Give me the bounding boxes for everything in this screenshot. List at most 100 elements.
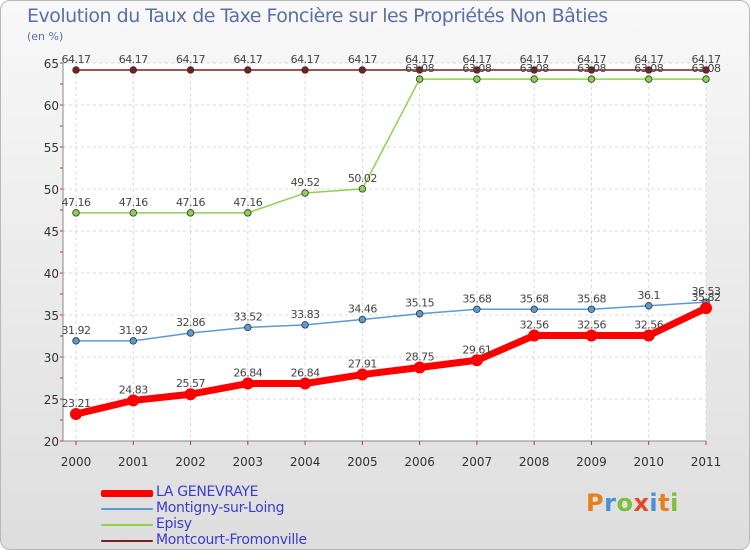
data-point <box>70 408 82 421</box>
data-point <box>413 361 426 374</box>
x-tick-label: 2009 <box>576 455 607 469</box>
data-point <box>530 75 538 83</box>
data-label: 32.56 <box>577 318 606 331</box>
legend-label: Montigny-sur-Loing <box>156 500 285 516</box>
data-label: 31.92 <box>62 324 91 337</box>
data-label: 64.17 <box>62 53 91 66</box>
logo-letter: i <box>649 489 659 517</box>
logo-letter: r <box>604 489 617 517</box>
plot-area <box>63 63 706 441</box>
data-label: 31.92 <box>119 324 148 337</box>
data-point <box>186 66 195 74</box>
data-label: 35.15 <box>405 297 434 310</box>
data-point <box>129 209 137 217</box>
y-tick-label: 25 <box>44 393 59 407</box>
data-label: 64.17 <box>348 53 377 66</box>
data-label: 63.08 <box>634 62 663 75</box>
x-tick-label: 2008 <box>519 455 550 469</box>
data-point <box>244 66 252 74</box>
x-tick-label: 2011 <box>691 455 722 469</box>
logo-letter: o <box>616 489 634 517</box>
data-label: 35.68 <box>462 292 491 305</box>
data-point <box>127 394 140 407</box>
data-point <box>244 209 252 217</box>
legend-item: Episy <box>101 516 431 533</box>
data-label: 63.08 <box>577 62 606 75</box>
data-label: 23.21 <box>62 397 91 410</box>
data-point <box>642 329 655 342</box>
legend-label: Montcourt-Fromonville <box>156 532 307 548</box>
x-tick-label: 2002 <box>175 455 206 469</box>
x-tick-label: 2004 <box>290 455 321 469</box>
data-point <box>645 66 653 74</box>
series-line <box>72 304 710 418</box>
data-point <box>186 209 195 217</box>
data-label: 27.91 <box>348 358 377 371</box>
data-label: 28.75 <box>405 351 434 364</box>
data-point <box>702 75 710 83</box>
data-point <box>415 75 424 83</box>
legend-swatch <box>101 489 153 497</box>
data-label: 25.57 <box>176 377 205 390</box>
data-label: 32.56 <box>634 318 663 331</box>
data-label: 64.17 <box>577 53 606 66</box>
y-tick-label: 60 <box>44 99 59 113</box>
logo-letter: t <box>658 489 671 517</box>
data-label: 36.1 <box>637 289 660 302</box>
x-tick-label: 2000 <box>61 455 92 469</box>
data-point <box>473 305 481 313</box>
legend: LA GENEVRAYE Montigny-sur-Loing Episy Montc… <box>101 484 431 549</box>
proxiti-logo: Proxiti <box>586 489 679 517</box>
data-label: 64.17 <box>634 53 663 66</box>
data-label: 63.08 <box>405 62 434 75</box>
data-label: 64.17 <box>520 53 549 66</box>
data-label: 63.08 <box>520 62 549 75</box>
data-label: 35.68 <box>520 292 549 305</box>
data-label: 64.17 <box>176 53 205 66</box>
unit-label: (en %) <box>27 30 64 43</box>
data-point <box>301 321 309 329</box>
y-tick-label: 35 <box>44 309 59 323</box>
data-point <box>470 354 483 367</box>
data-point <box>129 66 137 74</box>
data-label: 34.46 <box>348 303 377 316</box>
data-point <box>358 185 367 193</box>
data-point <box>700 302 712 315</box>
data-point <box>72 209 80 217</box>
data-label: 35.68 <box>577 292 606 305</box>
data-label: 64.17 <box>119 53 148 66</box>
data-point <box>358 315 367 324</box>
data-point <box>530 66 538 74</box>
data-point <box>184 388 197 401</box>
data-label: 26.84 <box>233 367 262 380</box>
legend-label: LA GENEVRAYE <box>156 484 259 500</box>
data-point <box>186 329 195 337</box>
data-point <box>473 66 481 74</box>
y-tick-label: 65 <box>44 57 59 71</box>
x-tick-label: 2005 <box>347 455 378 469</box>
x-tick-label: 2006 <box>404 455 435 469</box>
data-label: 33.83 <box>291 308 320 321</box>
data-label: 32.56 <box>520 318 549 331</box>
data-point <box>415 66 424 74</box>
data-point <box>72 337 80 345</box>
data-label: 36.53 <box>692 285 721 298</box>
logo-letter: i <box>670 489 679 517</box>
data-point <box>415 310 424 318</box>
legend-swatch <box>101 508 153 510</box>
chart-title: Evolution du Taux de Taxe Foncière sur l… <box>27 5 608 27</box>
data-point <box>585 329 598 342</box>
legend-item: LA GENEVRAYE <box>101 484 431 501</box>
y-tick-label: 20 <box>44 435 59 449</box>
data-point <box>587 66 596 74</box>
data-point <box>301 66 309 74</box>
legend-label: Episy <box>156 516 192 532</box>
x-tick-label: 2003 <box>233 455 264 469</box>
series-line <box>75 301 707 342</box>
data-point <box>530 305 538 313</box>
data-point <box>358 66 367 74</box>
data-label: 32.86 <box>176 316 205 329</box>
data-point <box>244 323 252 332</box>
data-label: 64.17 <box>291 53 320 66</box>
